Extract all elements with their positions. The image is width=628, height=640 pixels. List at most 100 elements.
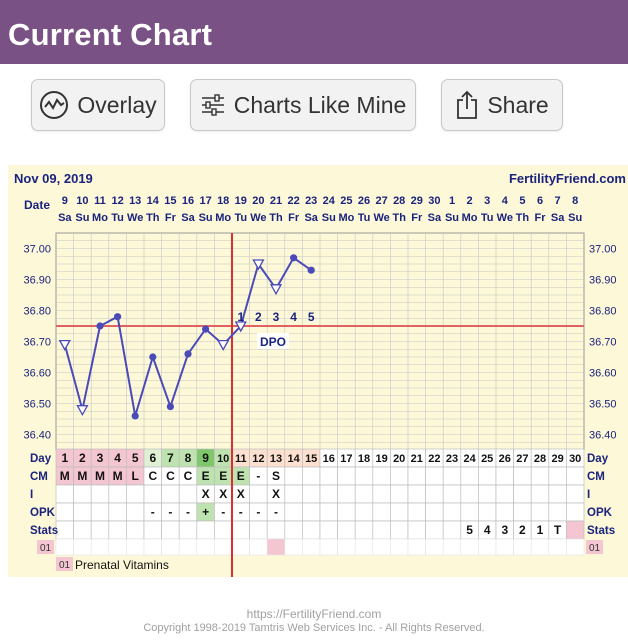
date-label: 17 — [199, 195, 211, 207]
medication-legend-marker-bg — [56, 557, 73, 571]
medication-cell — [319, 538, 338, 556]
table-cell — [407, 484, 426, 504]
opk-value: - — [274, 505, 278, 519]
temp-point-open — [217, 339, 230, 351]
temp-point-open — [58, 339, 71, 351]
table-cell — [266, 520, 286, 540]
table-cell — [214, 520, 233, 540]
weekday-label: Sa — [551, 212, 565, 224]
day-value: 13 — [270, 453, 282, 465]
medication-marker-left: 01 — [40, 543, 52, 554]
table-cell — [407, 502, 426, 522]
day-value: 15 — [305, 453, 317, 465]
share-icon — [455, 90, 479, 120]
table-cell — [425, 484, 444, 504]
medication-cell — [90, 538, 110, 556]
table-cell — [425, 520, 444, 540]
table-cell — [284, 484, 303, 504]
temp-axis-label-right: 36.40 — [589, 430, 617, 442]
table-cell — [143, 484, 162, 504]
date-label: 30 — [428, 195, 440, 207]
medication-cell — [354, 538, 374, 556]
medication-cell — [390, 538, 409, 556]
stats-value: 5 — [466, 523, 473, 537]
table-cell — [530, 466, 550, 486]
day-value: 9 — [202, 451, 209, 465]
table-cell — [354, 502, 374, 522]
weekday-label: Fr — [535, 212, 547, 224]
date-label: 6 — [537, 195, 543, 207]
share-label: Share — [487, 91, 549, 118]
opk-value: - — [168, 505, 172, 519]
day-value: 19 — [375, 453, 387, 465]
table-cell — [126, 484, 145, 504]
table-cell — [143, 520, 162, 540]
medication-cell — [196, 538, 215, 556]
table-cell — [126, 502, 145, 522]
temp-point — [149, 353, 157, 361]
weekday-label: Th — [392, 212, 406, 224]
table-cell — [319, 502, 338, 522]
date-label: 16 — [182, 195, 194, 207]
cm-value: L — [132, 469, 139, 483]
temp-axis-label-left: 36.90 — [23, 275, 51, 287]
weekday-label: Sa — [304, 212, 318, 224]
day-value: 22 — [428, 453, 440, 465]
temp-axis-label-left: 36.60 — [23, 368, 51, 380]
row-label-right-opk: OPK — [587, 507, 613, 519]
medication-cell — [478, 538, 497, 556]
date-label: 8 — [572, 195, 578, 207]
date-label: 11 — [94, 195, 106, 207]
i-value: X — [237, 487, 245, 501]
weekday-label: Sa — [58, 212, 72, 224]
table-cell — [108, 484, 127, 504]
date-label: 19 — [235, 195, 247, 207]
charts-like-mine-button[interactable]: Charts Like Mine — [190, 79, 416, 131]
date-label: 5 — [519, 195, 525, 207]
table-cell — [495, 502, 514, 522]
medication-cell — [73, 538, 92, 556]
stats-value: 3 — [501, 523, 508, 537]
day-value: 11 — [235, 453, 247, 465]
cm-value: M — [113, 469, 123, 483]
weekday-label: Mo — [92, 212, 108, 224]
table-cell — [566, 520, 585, 540]
chart-date: Nov 09, 2019 — [14, 171, 93, 186]
temp-axis-label-right: 36.80 — [589, 306, 617, 318]
weekday-label: Tu — [481, 212, 494, 224]
table-cell — [425, 466, 444, 486]
opk-value: - — [256, 505, 260, 519]
medication-cell — [266, 538, 286, 556]
table-cell — [566, 466, 585, 486]
opk-value: + — [202, 505, 209, 519]
medication-cell — [55, 538, 74, 556]
table-cell — [284, 520, 303, 540]
temp-axis-label-right: 36.50 — [589, 399, 617, 411]
table-cell — [354, 484, 374, 504]
row-label-day: Day — [30, 453, 52, 465]
table-cell — [390, 502, 409, 522]
share-button[interactable]: Share — [441, 79, 563, 131]
weekday-label: Tu — [111, 212, 124, 224]
charts-like-mine-label: Charts Like Mine — [233, 91, 407, 118]
temp-axis-label-right: 37.00 — [589, 244, 617, 256]
row-label-cm: CM — [30, 471, 48, 483]
day-value: 8 — [185, 451, 192, 465]
table-cell — [249, 520, 268, 540]
table-cell — [478, 484, 497, 504]
table-cell — [178, 520, 198, 540]
table-cell — [284, 466, 303, 486]
weekday-label: Su — [75, 212, 89, 224]
opk-value: - — [221, 505, 225, 519]
row-label-right-i: I — [587, 489, 590, 501]
table-cell — [90, 520, 110, 540]
table-cell — [55, 484, 74, 504]
date-label: 29 — [411, 195, 423, 207]
medication-cell — [249, 538, 268, 556]
day-value: 23 — [446, 453, 458, 465]
weekday-label: Su — [322, 212, 336, 224]
table-cell — [460, 484, 479, 504]
weekday-label: Mo — [215, 212, 231, 224]
overlay-button[interactable]: Overlay — [31, 79, 165, 131]
day-value: 29 — [551, 453, 563, 465]
